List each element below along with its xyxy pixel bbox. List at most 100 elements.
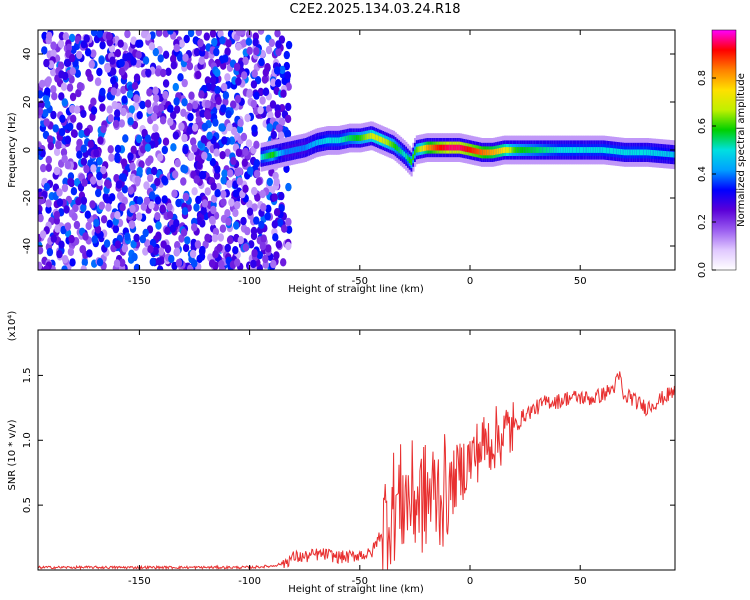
heatmap-noise-cell (242, 56, 249, 66)
snr-x-tick-label: -100 (238, 576, 261, 587)
heatmap-noise-cell (237, 236, 244, 245)
heatmap-noise-cell (70, 114, 77, 124)
heatmap-noise-cell (78, 129, 85, 139)
heatmap-noise-cell (153, 132, 160, 141)
heatmap-ridge-cell (667, 151, 671, 158)
snr-frame (37, 329, 676, 571)
heatmap-noise-cell (69, 92, 77, 102)
heatmap-noise-cell (170, 54, 177, 64)
heatmap-noise-cell (90, 30, 98, 37)
heatmap-noise-cell (70, 129, 78, 138)
heatmap-noise-cell (152, 47, 159, 57)
heatmap-noise-cell (50, 234, 57, 243)
heatmap-noise-cell (45, 199, 52, 208)
heatmap-noise-cell (105, 203, 112, 212)
heatmap-noise-cell (172, 82, 179, 92)
heatmap-noise-cell (204, 99, 211, 109)
heatmap-noise-cell (234, 168, 242, 177)
heatmap-noise-cell (201, 151, 208, 160)
heatmap-noise-cell (67, 247, 75, 257)
heatmap-noise-cell (45, 163, 52, 172)
heatmap-noise-cell (112, 224, 120, 234)
heatmap-ridge-cell (556, 147, 560, 153)
heatmap-noise-cell (106, 219, 113, 228)
snr-x-tick-label: 0 (467, 576, 473, 587)
heatmap-noise-cell (100, 165, 107, 175)
heatmap-noise-cell (270, 78, 277, 87)
heatmap-noise-cell (285, 40, 293, 50)
heatmap-ridge-cell (285, 148, 288, 155)
heatmap-ridge-cell (666, 151, 669, 157)
heatmap-noise-cell (121, 244, 129, 253)
snr-x-tick-label: 50 (574, 576, 587, 587)
heatmap-x-tick-label: -150 (128, 276, 151, 287)
heatmap-noise-cell (220, 176, 227, 185)
heatmap-noise-cell (155, 221, 162, 230)
heatmap-ridge-cell (377, 135, 380, 142)
heatmap-noise-cell (171, 189, 178, 198)
heatmap-noise-cell (236, 177, 243, 186)
heatmap-noise-cell (85, 221, 92, 231)
heatmap-ridge-cell (295, 146, 299, 153)
heatmap-noise-cell (219, 224, 227, 233)
heatmap-noise-cell (195, 70, 202, 80)
heatmap-noise-cell (265, 204, 272, 213)
heatmap-noise-cell (253, 91, 260, 100)
heatmap-noise-cell (82, 232, 89, 241)
heatmap-ridge-cell (518, 147, 521, 153)
heatmap-noise-cell (195, 195, 202, 205)
heatmap-noise-cell (280, 258, 287, 267)
heatmap-noise-cell (261, 75, 269, 84)
heatmap-noise-cell (217, 233, 224, 242)
heatmap-noise-cell (152, 105, 160, 114)
heatmap-noise-cell (275, 40, 282, 49)
heatmap-noise-cell (45, 76, 52, 85)
heatmap-noise-cell (69, 53, 76, 63)
heatmap-noise-cell (197, 38, 204, 48)
heatmap-noise-cell (218, 123, 225, 132)
heatmap-ridge-cell (507, 147, 510, 153)
heatmap-noise-cell (181, 207, 189, 216)
heatmap-ridge-cell (274, 151, 277, 157)
heatmap-noise-cell (76, 82, 84, 91)
heatmap-noise-cell (193, 47, 201, 57)
heatmap-noise-cell (90, 106, 98, 115)
heatmap-noise-cell (268, 38, 275, 48)
heatmap-noise-cell (204, 187, 211, 196)
snr-background (38, 330, 675, 570)
heatmap-ridge-cell (548, 147, 551, 153)
heatmap-noise-cell (160, 240, 167, 249)
heatmap-noise-cell (273, 66, 281, 75)
heatmap-ridge-cell (488, 149, 491, 156)
heatmap-noise-cell (155, 257, 163, 266)
heatmap-ridge-cell (325, 137, 329, 144)
heatmap-noise-cell (273, 208, 281, 217)
snr-y-tick-label: 1.5 (22, 367, 33, 383)
heatmap-ridge-cell (502, 147, 505, 154)
heatmap-noise-cell (64, 161, 72, 170)
heatmap-noise-cell (275, 240, 282, 249)
heatmap-noise-cell (209, 30, 217, 38)
heatmap-noise-cell (113, 174, 120, 183)
colorbar-ticks: 0.0 0.2 0.4 0.6 0.8 (697, 70, 716, 278)
heatmap-ridge-cell (456, 144, 459, 151)
heatmap-noise-cell (173, 219, 180, 228)
heatmap-ridge-cell (415, 146, 418, 153)
heatmap-noise-cell (58, 70, 65, 79)
heatmap-noise-cell (146, 88, 153, 97)
heatmap-ridge-cell (449, 144, 452, 151)
heatmap-noise-cell (124, 232, 131, 241)
heatmap-ridge-cell (461, 145, 464, 152)
heatmap-noise-cell (198, 56, 205, 65)
heatmap-ridge-cell (401, 150, 404, 156)
heatmap-noise-cell (151, 166, 158, 176)
heatmap-ridge-cell (641, 149, 644, 156)
heatmap-ridge-cell (648, 149, 651, 156)
heatmap-noise-cell (90, 97, 97, 106)
heatmap-ridge-cell (329, 137, 332, 144)
heatmap-noise-cell (226, 179, 233, 189)
heatmap-ridge-cell (597, 147, 600, 153)
heatmap-ridge-cell (352, 135, 355, 141)
heatmap-noise-cell (195, 30, 202, 37)
heatmap-noise-cell (195, 216, 203, 225)
